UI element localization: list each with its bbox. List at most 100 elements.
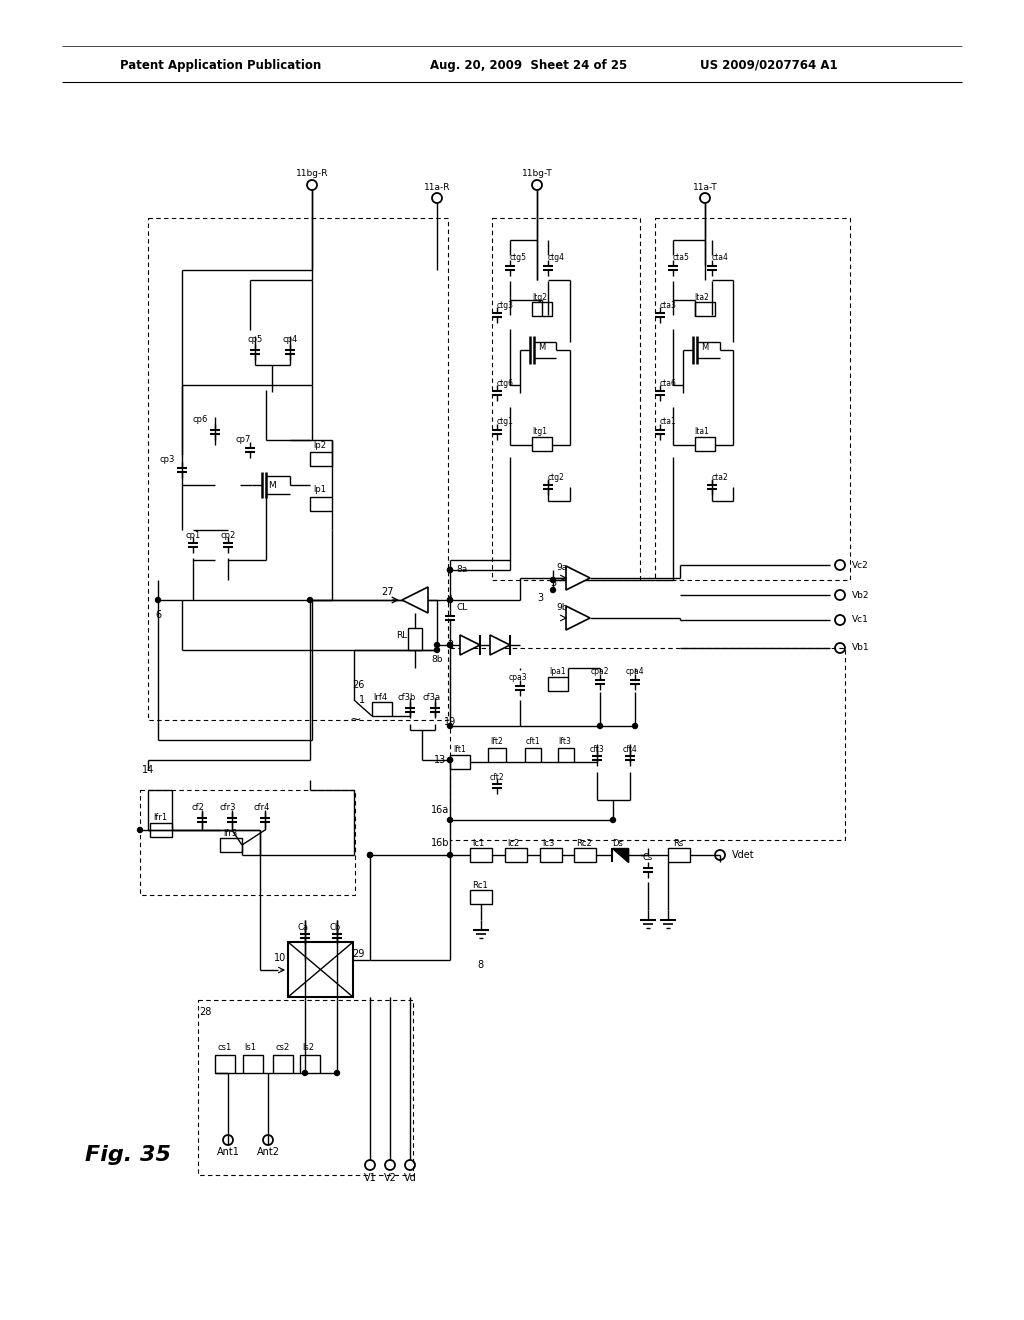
Bar	[695, 302, 715, 315]
Text: Fig. 35: Fig. 35	[85, 1144, 171, 1166]
Text: 3: 3	[537, 593, 543, 603]
Text: cpa3: cpa3	[509, 673, 527, 682]
Text: lft3: lft3	[558, 738, 571, 747]
Text: US 2009/0207764 A1: US 2009/0207764 A1	[700, 58, 838, 71]
Text: 6: 6	[155, 610, 161, 620]
Bar	[532, 437, 552, 451]
Text: lta1: lta1	[694, 428, 710, 437]
Text: lta2: lta2	[694, 293, 710, 301]
Text: cpa2: cpa2	[591, 668, 609, 676]
Text: 14: 14	[142, 766, 155, 775]
Text: Vc1: Vc1	[852, 615, 869, 624]
Bar	[273, 1055, 293, 1073]
Text: M: M	[701, 343, 709, 352]
Text: 1: 1	[359, 696, 366, 705]
Text: Vb2: Vb2	[852, 590, 869, 599]
Text: ctg5: ctg5	[510, 253, 527, 263]
Text: lp2: lp2	[313, 441, 327, 450]
Text: cp7: cp7	[236, 436, 251, 445]
Text: ~: ~	[349, 713, 360, 727]
Circle shape	[447, 853, 453, 858]
Text: cft4: cft4	[623, 746, 637, 755]
Text: ls1: ls1	[244, 1044, 256, 1052]
Polygon shape	[566, 566, 590, 590]
Circle shape	[137, 828, 142, 833]
Circle shape	[447, 758, 453, 763]
Text: lc2: lc2	[507, 838, 519, 847]
Text: lc1: lc1	[472, 838, 484, 847]
Circle shape	[447, 598, 453, 602]
Text: V2: V2	[384, 1173, 396, 1183]
Text: Patent Application Publication: Patent Application Publication	[120, 58, 322, 71]
Circle shape	[447, 643, 453, 648]
Circle shape	[447, 817, 453, 822]
Text: Cb: Cb	[330, 924, 341, 932]
Text: 8a: 8a	[457, 565, 468, 574]
Text: cf2: cf2	[191, 804, 205, 813]
Circle shape	[447, 598, 453, 602]
Bar	[288, 942, 353, 997]
Text: Ds: Ds	[612, 838, 624, 847]
Circle shape	[551, 587, 555, 593]
Text: M: M	[268, 480, 275, 490]
Text: cp6: cp6	[193, 416, 208, 425]
Bar	[372, 702, 392, 715]
Bar	[150, 822, 172, 837]
Text: ls2: ls2	[302, 1044, 314, 1052]
Circle shape	[633, 723, 638, 729]
Text: Rc2: Rc2	[577, 838, 592, 847]
Text: 19: 19	[443, 717, 456, 727]
Text: 2: 2	[446, 640, 454, 649]
Polygon shape	[460, 635, 480, 655]
Text: M: M	[539, 343, 546, 352]
Text: cta2: cta2	[712, 473, 729, 482]
Text: 9a: 9a	[556, 562, 567, 572]
Bar	[695, 437, 715, 451]
Text: 9b: 9b	[556, 602, 567, 611]
Bar	[492, 218, 640, 579]
Bar	[300, 1055, 319, 1073]
Text: Ant2: Ant2	[256, 1147, 280, 1158]
Circle shape	[368, 853, 373, 858]
Bar	[505, 847, 527, 862]
Bar	[532, 302, 552, 315]
Text: cf3a: cf3a	[423, 693, 441, 702]
Polygon shape	[612, 847, 628, 862]
Bar	[220, 838, 242, 851]
Text: lpa1: lpa1	[550, 668, 566, 676]
Polygon shape	[402, 587, 428, 612]
Text: 26: 26	[352, 680, 365, 690]
Text: lft1: lft1	[454, 746, 466, 755]
Circle shape	[447, 568, 453, 573]
Text: CL: CL	[457, 602, 468, 611]
Text: Vb1: Vb1	[852, 644, 869, 652]
Text: cta4: cta4	[712, 253, 729, 263]
Text: ctg4: ctg4	[548, 253, 565, 263]
Text: cta1: cta1	[660, 417, 677, 426]
Circle shape	[447, 758, 453, 763]
Circle shape	[307, 598, 312, 602]
Text: 29: 29	[352, 949, 365, 960]
Bar	[243, 1055, 263, 1073]
Circle shape	[368, 853, 373, 858]
Text: 11a-T: 11a-T	[692, 182, 718, 191]
Polygon shape	[490, 635, 510, 655]
Text: ctg6: ctg6	[497, 379, 514, 388]
Text: cta6: cta6	[660, 379, 677, 388]
Bar	[548, 677, 568, 690]
Text: lrf4: lrf4	[373, 693, 387, 702]
Text: 4: 4	[446, 595, 453, 605]
Text: cta5: cta5	[673, 253, 690, 263]
Circle shape	[551, 578, 555, 582]
Text: Rs: Rs	[673, 838, 683, 847]
Text: Rc1: Rc1	[472, 880, 487, 890]
Text: 5: 5	[550, 578, 556, 587]
Bar	[310, 498, 332, 511]
Text: cp3: cp3	[160, 455, 175, 465]
Text: 10: 10	[273, 953, 286, 964]
Bar	[470, 847, 492, 862]
Circle shape	[156, 598, 161, 602]
Bar	[525, 748, 541, 762]
Text: cs1: cs1	[218, 1044, 232, 1052]
Text: cft3: cft3	[590, 746, 604, 755]
